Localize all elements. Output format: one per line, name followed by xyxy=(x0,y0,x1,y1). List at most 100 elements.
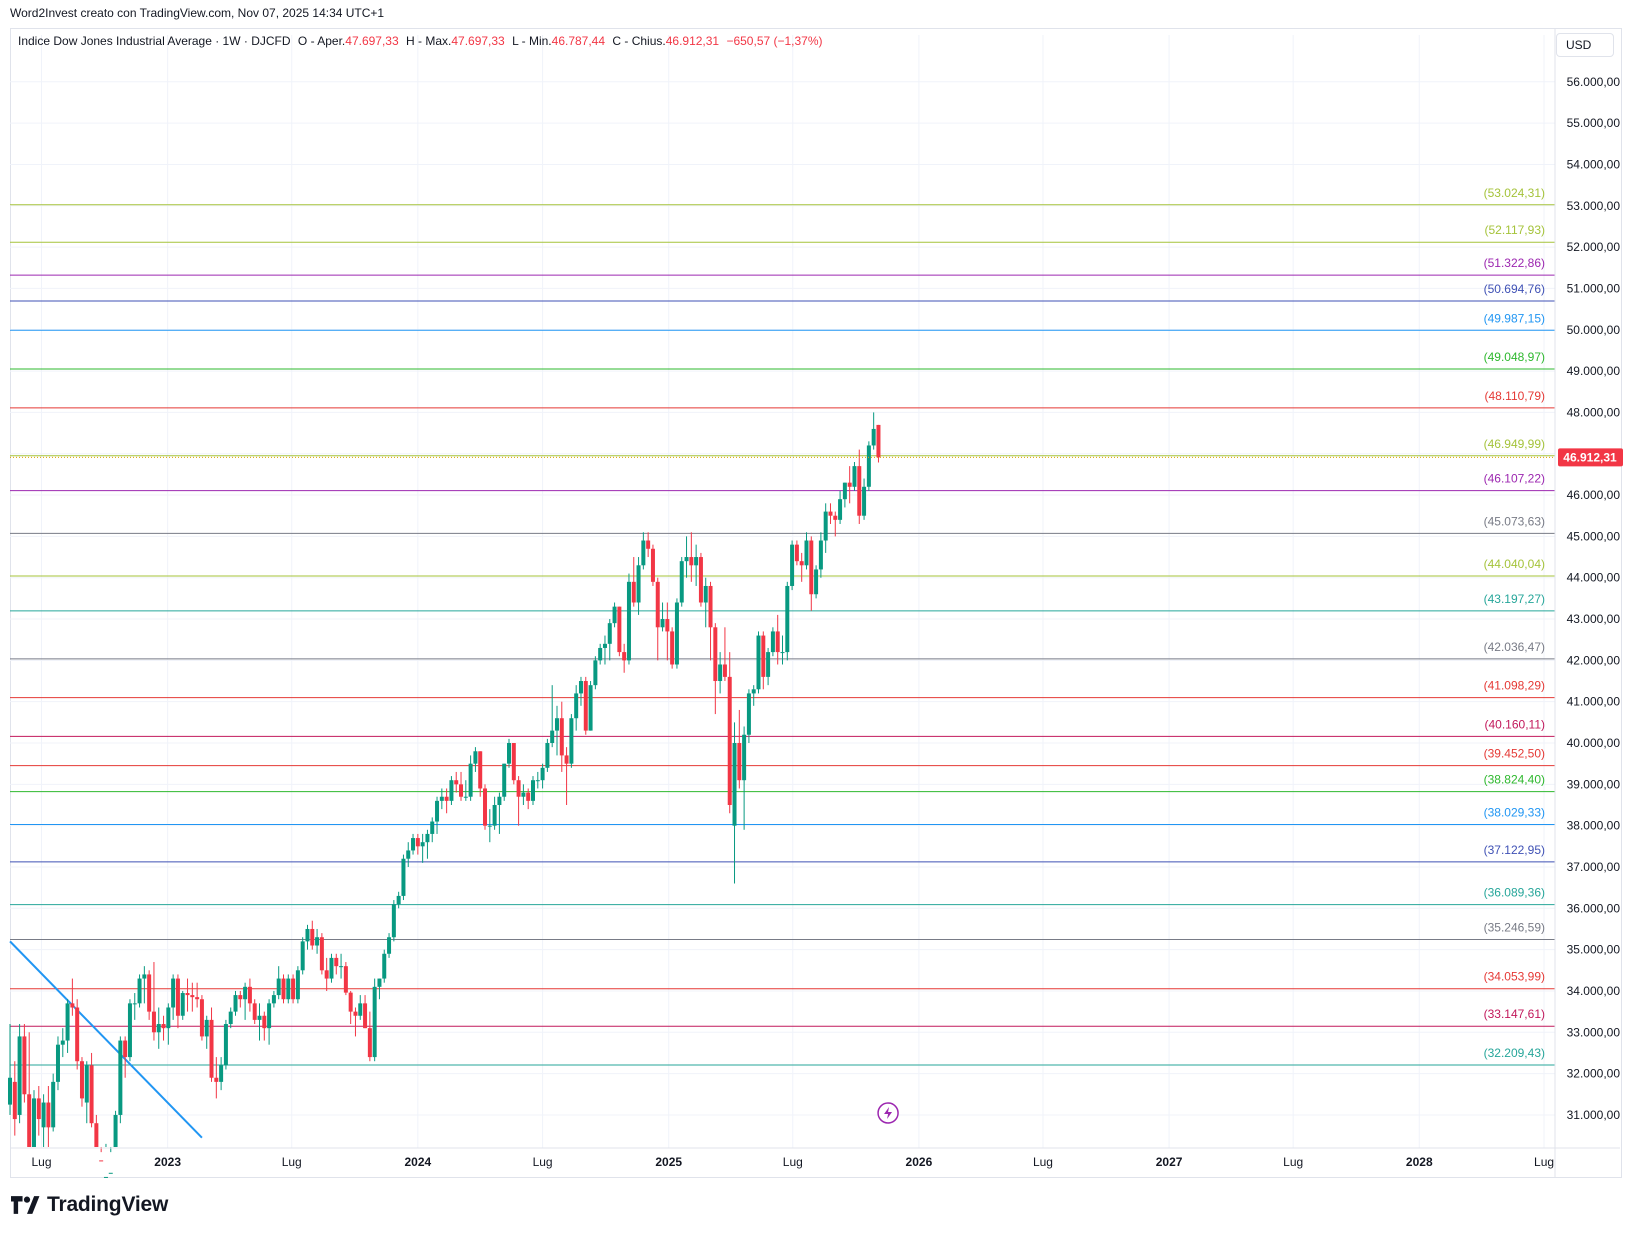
time-tick-label: Lug xyxy=(533,1155,553,1169)
candle-body xyxy=(247,986,252,1004)
candle-body xyxy=(876,424,881,458)
price-tick-label: 32.000,00 xyxy=(1567,1067,1621,1081)
level-label: (50.694,76) xyxy=(1484,282,1545,296)
tradingview-logo-icon xyxy=(11,1196,40,1214)
candle-body xyxy=(718,664,723,682)
time-axis[interactable]: Lug 2023 Lug 2024 Lug 2025 Lug 2026 Lug 2027 Lug 20… xyxy=(10,1147,1620,1169)
trendline[interactable] xyxy=(9,940,203,1139)
time-tick-label: Lug xyxy=(32,1155,52,1169)
candle-body xyxy=(319,937,324,971)
candle-body xyxy=(703,585,708,603)
candle-body xyxy=(209,1019,214,1078)
candle-body xyxy=(339,966,344,968)
candle-body xyxy=(449,780,454,801)
level-label: (38.824,40) xyxy=(1484,773,1545,787)
candle-body xyxy=(554,718,559,731)
candle-body xyxy=(334,957,339,967)
candle-body xyxy=(204,1019,209,1037)
level-label: (52.117,93) xyxy=(1485,223,1546,237)
candle-body xyxy=(593,660,598,686)
candle-body xyxy=(137,978,142,1004)
candle-body xyxy=(607,623,612,644)
price-axis[interactable]: 31.000,00 32.000,00 33.000,00 34.000,00 35.0… xyxy=(1554,28,1621,1178)
level-label: (41.098,29) xyxy=(1484,679,1545,693)
level-label: (33.147,61) xyxy=(1484,1007,1545,1021)
price-tick-label: 50.000,00 xyxy=(1567,323,1621,337)
tradingview-logo[interactable]: TradingView xyxy=(11,1192,168,1218)
candle-body xyxy=(51,1081,56,1128)
price-tick-label: 40.000,00 xyxy=(1567,736,1621,750)
event-flash-icon[interactable] xyxy=(877,1102,899,1124)
candle-body xyxy=(732,743,737,826)
candle-body xyxy=(641,540,646,566)
candle-body xyxy=(60,1040,65,1045)
candle-body xyxy=(545,743,550,768)
candle-body xyxy=(84,1065,89,1103)
candle-body xyxy=(583,681,588,731)
candle-body xyxy=(382,953,387,979)
price-tick-label: 56.000,00 xyxy=(1567,75,1621,89)
candle-body xyxy=(818,540,823,570)
candle-body xyxy=(396,895,401,905)
candle-body xyxy=(89,1065,94,1124)
candle-body xyxy=(372,986,377,1058)
price-tick-label: 31.000,00 xyxy=(1567,1108,1621,1122)
candle-body xyxy=(108,1172,113,1174)
candle-body xyxy=(761,635,766,677)
symbol-legend[interactable]: Indice Dow Jones Industrial Average · 1W… xyxy=(18,34,823,48)
price-tick-label: 41.000,00 xyxy=(1567,695,1621,709)
price-tick-label: 36.000,00 xyxy=(1567,901,1621,915)
candle-body xyxy=(41,1102,46,1128)
level-label: (45.073,63) xyxy=(1484,514,1545,528)
candle-body xyxy=(502,763,507,797)
price-tick-label: 42.000,00 xyxy=(1567,653,1621,667)
legend-open-label: O - Aper. xyxy=(297,34,346,48)
legend-title: Indice Dow Jones Industrial Average · 1W… xyxy=(18,34,291,48)
candle-body xyxy=(430,821,435,834)
candle-body xyxy=(12,1081,17,1120)
candle-body xyxy=(415,838,420,847)
candle-body xyxy=(310,928,315,946)
candle-body xyxy=(271,995,276,1004)
candle-body xyxy=(99,1160,104,1162)
level-label: (40.160,11) xyxy=(1485,717,1546,731)
candle-body xyxy=(425,833,430,843)
candle-body xyxy=(219,1065,224,1082)
candle-body xyxy=(276,978,281,996)
level-label: (32.209,43) xyxy=(1484,1046,1545,1060)
level-label: (43.197,27) xyxy=(1484,592,1545,606)
level-label: (51.322,86) xyxy=(1484,256,1545,270)
candle-body xyxy=(578,681,583,694)
candle-body xyxy=(195,997,200,1000)
candle-body xyxy=(722,664,727,677)
candle-body xyxy=(751,689,756,694)
level-label: (49.048,97) xyxy=(1484,350,1545,364)
candle-body xyxy=(435,800,440,822)
candle-body xyxy=(617,606,622,653)
candle-body xyxy=(36,1098,41,1120)
price-tick-label: 53.000,00 xyxy=(1567,199,1621,213)
candle-body xyxy=(353,1011,358,1016)
trend-line[interactable] xyxy=(9,940,203,1139)
candle-body xyxy=(559,718,564,756)
candle-body xyxy=(569,718,574,764)
candle-body xyxy=(507,743,512,764)
candle-body xyxy=(252,1003,257,1020)
candle-body xyxy=(377,978,382,987)
candle-body xyxy=(612,606,617,624)
candle-body xyxy=(598,647,603,661)
candle-body xyxy=(463,796,468,798)
price-tick-label: 46.000,00 xyxy=(1567,488,1621,502)
candle-body xyxy=(626,581,631,661)
candle-body xyxy=(175,978,180,1016)
legend-low-label: L - Min. xyxy=(512,34,552,48)
legend-high-label: H - Max. xyxy=(406,34,452,48)
legend-change: −650,57 (−1,37%) xyxy=(726,34,823,48)
level-labels: (53.024,31) (52.117,93) (51.322,86) (50.694… xyxy=(1484,186,1545,1060)
legend-close-value: 46.912,31 xyxy=(665,34,720,48)
currency-selector[interactable]: USD xyxy=(1556,33,1614,57)
candle-body xyxy=(674,602,679,665)
horizontal-levels xyxy=(10,204,1555,1066)
last-price-tag xyxy=(1558,448,1623,467)
